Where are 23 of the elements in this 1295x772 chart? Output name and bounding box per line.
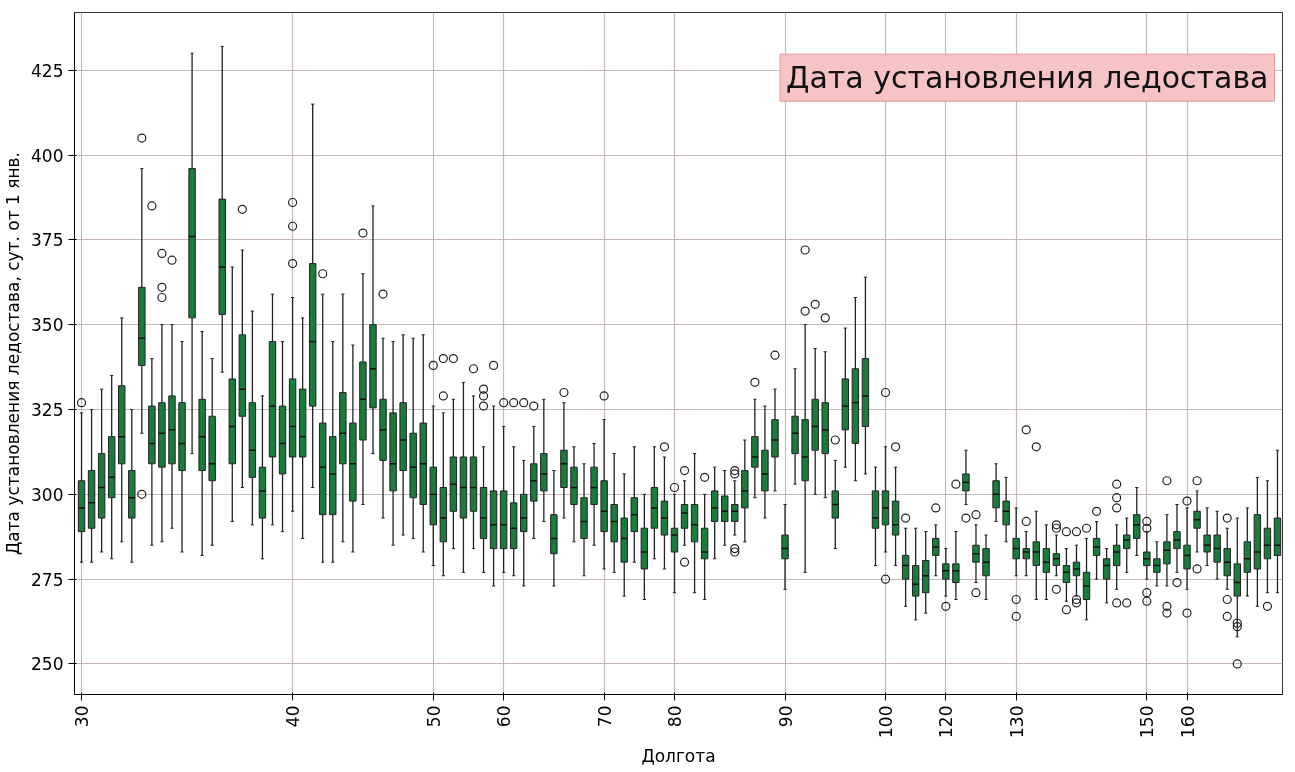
x-tick-label: 100 xyxy=(876,705,897,738)
x-tick-label: 70 xyxy=(594,705,615,728)
x-tick-label: 130 xyxy=(1006,705,1027,738)
y-tick-label: 425 xyxy=(31,60,64,81)
x-tick-label: 40 xyxy=(283,705,304,728)
y-tick-label: 400 xyxy=(31,145,64,166)
y-axis-title: Дата установления ледостава, сут. от 1 янв. xyxy=(3,151,24,555)
x-axis-title: Долгота xyxy=(641,745,716,766)
x-tick-label: 160 xyxy=(1177,705,1198,738)
y-tick-label: 275 xyxy=(31,569,64,590)
x-tick-label: 60 xyxy=(494,705,515,728)
y-tick-label: 325 xyxy=(31,399,64,420)
text: Дата установления ледостава xyxy=(786,60,1269,96)
x-tick-label: 80 xyxy=(664,705,685,728)
x-tick-label: 50 xyxy=(423,705,444,728)
x-tick-label: 90 xyxy=(775,705,796,728)
y-tick-label: 350 xyxy=(31,315,64,336)
x-tick-label: 120 xyxy=(936,705,957,738)
x-tick-label: 30 xyxy=(72,705,93,728)
y-tick-label: 300 xyxy=(31,484,64,505)
y-tick-label: 375 xyxy=(31,230,64,251)
x-tick-label: 150 xyxy=(1137,705,1158,738)
y-tick-label: 250 xyxy=(31,654,64,675)
